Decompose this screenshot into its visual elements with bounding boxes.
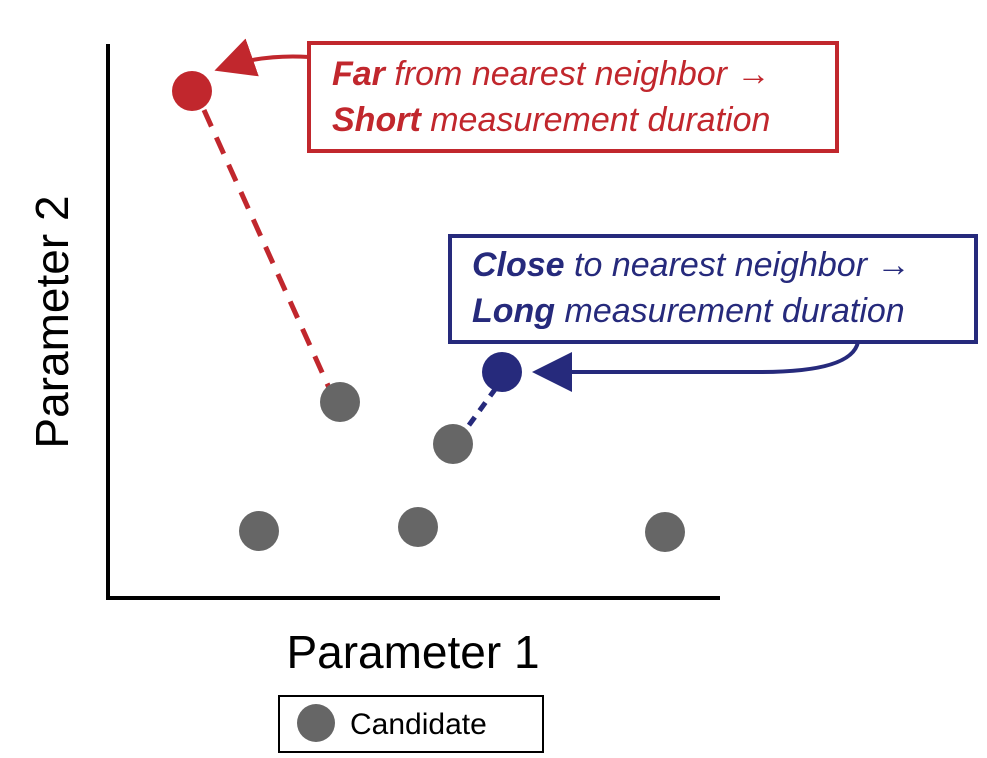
- close-callout-arrow: [532, 341, 860, 392]
- close-callout-strong-2: Long: [472, 292, 555, 330]
- legend-marker: [297, 704, 335, 742]
- far-callout-arrow: [214, 38, 310, 77]
- candidate-point: [320, 382, 360, 422]
- far-callout-strong-1: Far: [332, 55, 387, 93]
- far-callout-rest-2: measurement duration: [421, 101, 771, 139]
- far-callout-rest-1: from nearest neighbor →: [385, 55, 771, 93]
- far-callout-line1: Far from nearest neighbor →: [332, 55, 770, 93]
- close-callout-rest-2: measurement duration: [555, 292, 905, 330]
- far-callout-box: [307, 41, 839, 153]
- close-callout-line2: Long measurement duration: [472, 292, 905, 330]
- candidate-point: [645, 512, 685, 552]
- y-axis-label: Parameter 2: [26, 195, 78, 448]
- legend-label: Candidate: [350, 708, 487, 741]
- candidate-point: [398, 507, 438, 547]
- far-callout-strong-2: Short: [332, 101, 422, 139]
- far-point: [172, 71, 212, 111]
- far-neighbor-link: [201, 108, 333, 392]
- close-point: [482, 352, 522, 392]
- close-callout-box: [448, 234, 978, 344]
- x-axis-label: Parameter 1: [286, 626, 539, 678]
- close-neighbor-link: [461, 386, 499, 434]
- candidate-point: [433, 424, 473, 464]
- close-callout-rest-1: to nearest neighbor →: [565, 246, 911, 284]
- close-callout-strong-1: Close: [472, 246, 565, 284]
- candidate-point: [239, 511, 279, 551]
- far-callout-line2: Short measurement duration: [332, 101, 770, 139]
- close-callout-line1: Close to nearest neighbor →: [472, 246, 910, 284]
